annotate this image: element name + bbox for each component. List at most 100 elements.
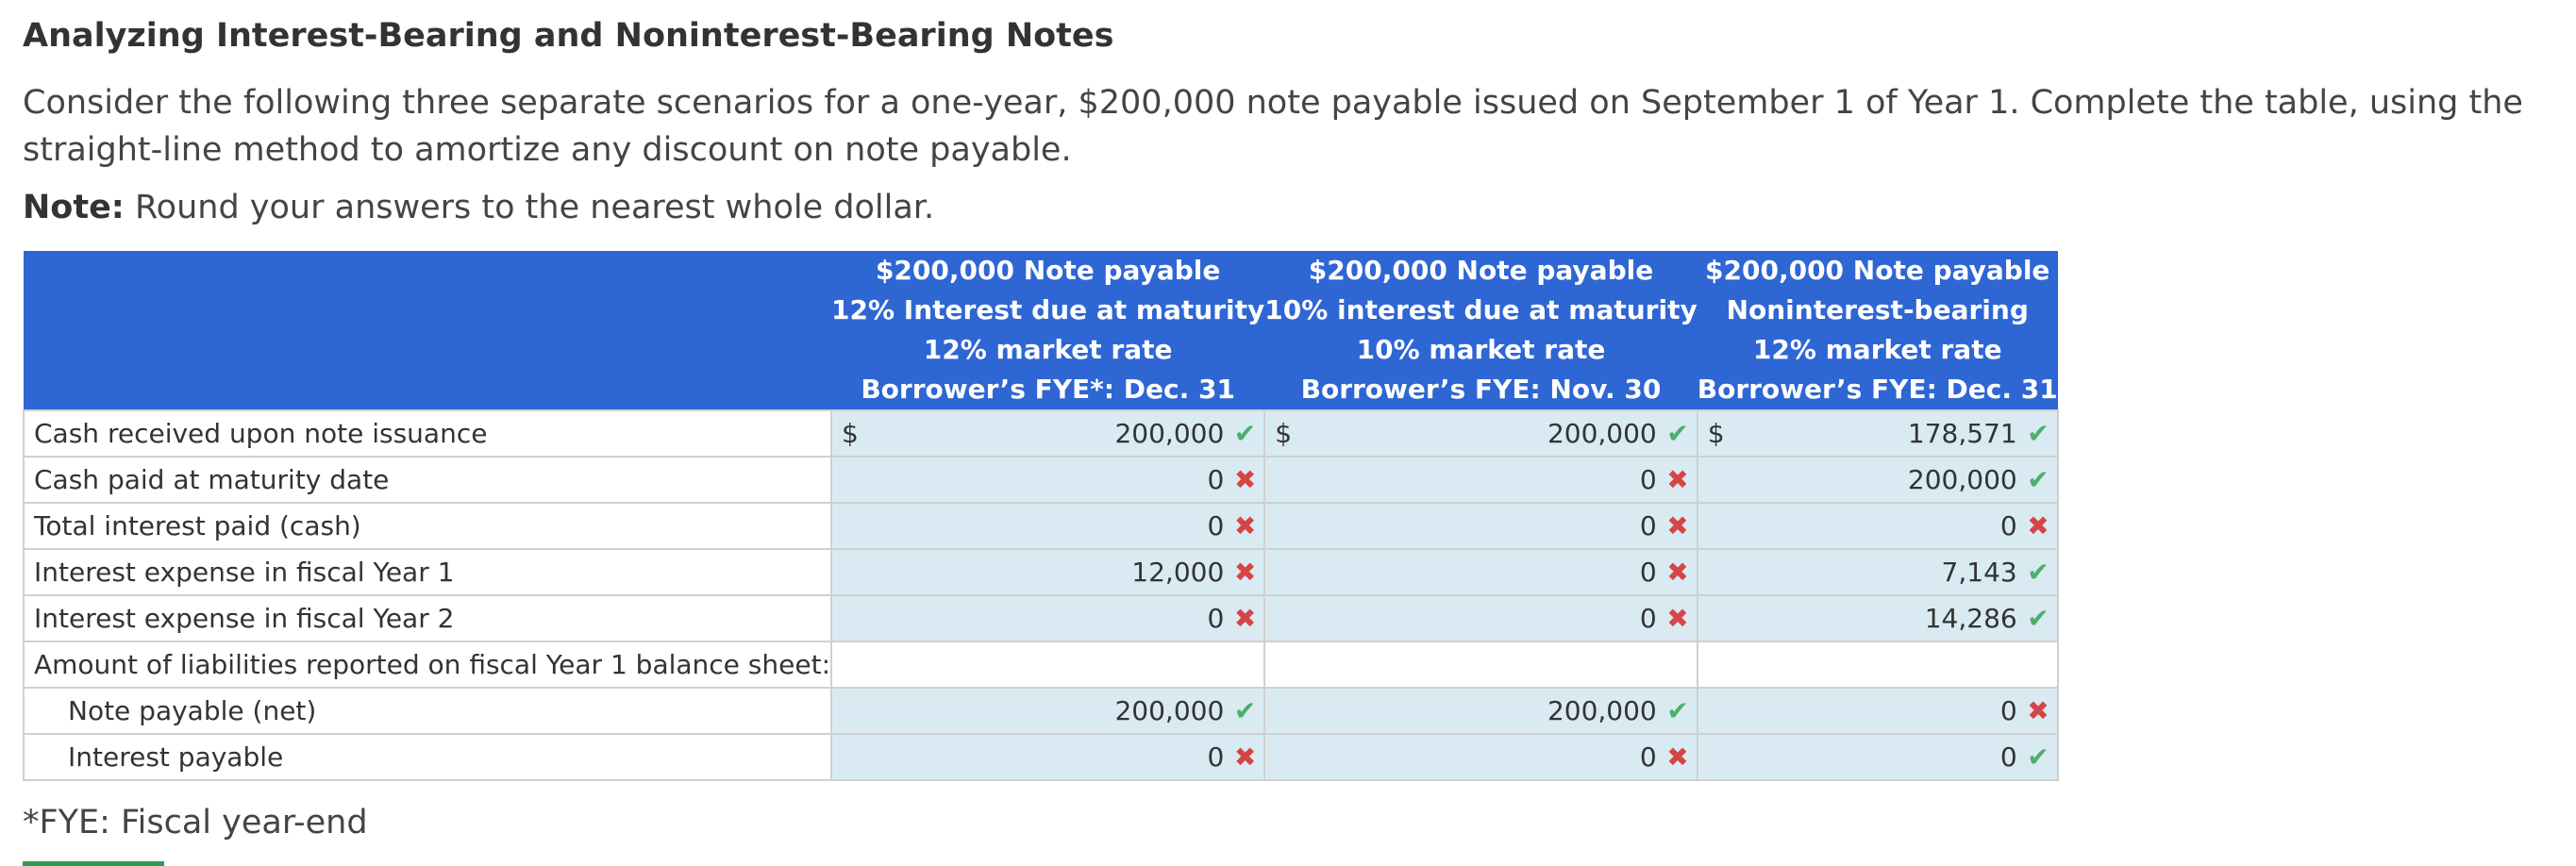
check-icon: ✔ bbox=[2027, 557, 2049, 588]
scenario-2-answer-cell[interactable]: 0 ✖ bbox=[1263, 502, 1698, 550]
column-2-line-4: Borrower’s FYE: Nov. 30 bbox=[1300, 374, 1662, 405]
scenario-2-answer-cell[interactable]: 0 ✖ bbox=[1263, 733, 1698, 781]
empty-cell bbox=[830, 641, 1266, 689]
check-icon: ✔ bbox=[1233, 695, 1257, 726]
header-label-cell bbox=[24, 251, 832, 410]
scenario-1-answer-cell[interactable]: 0 ✖ bbox=[830, 456, 1266, 504]
check-icon: ✔ bbox=[1233, 418, 1257, 449]
answer-value[interactable]: 0 bbox=[1207, 464, 1225, 495]
column-header-2: $200,000 Note payable 10% interest due a… bbox=[1264, 251, 1698, 410]
column-2-line-2: 10% interest due at maturity bbox=[1264, 294, 1698, 325]
answer-value[interactable]: 200,000 bbox=[1547, 695, 1657, 726]
answer-value[interactable]: 0 bbox=[1999, 510, 2017, 541]
answer-value[interactable]: 14,286 bbox=[1924, 603, 2017, 634]
answer-field[interactable]: 0 ✖ bbox=[832, 735, 1263, 779]
answer-value[interactable]: 0 bbox=[1639, 741, 1657, 773]
scenario-1-answer-cell[interactable]: 12,000 ✖ bbox=[830, 548, 1266, 596]
answer-field[interactable]: 0 ✖ bbox=[832, 504, 1263, 548]
scenario-3-answer-cell[interactable]: 14,286 ✔ bbox=[1696, 594, 2059, 642]
scenario-3-answer-cell[interactable]: 7,143 ✔ bbox=[1696, 548, 2059, 596]
scenario-2-answer-cell[interactable]: $200,000 ✔ bbox=[1263, 409, 1698, 458]
answer-value[interactable]: 178,571 bbox=[1907, 418, 2017, 449]
answer-value[interactable]: 7,143 bbox=[1941, 557, 2017, 588]
currency-symbol: $ bbox=[1275, 418, 1293, 449]
row-label: Interest payable bbox=[22, 733, 833, 781]
scenario-3-answer-cell[interactable]: $178,571 ✔ bbox=[1696, 409, 2059, 458]
answer-value[interactable]: 0 bbox=[1999, 741, 2017, 773]
answer-field[interactable]: 7,143 ✔ bbox=[1698, 550, 2057, 594]
answer-value[interactable]: 0 bbox=[1207, 741, 1225, 773]
column-header-1: $200,000 Note payable 12% Interest due a… bbox=[831, 251, 1265, 410]
answer-field[interactable]: 0 ✖ bbox=[1265, 550, 1696, 594]
row-label: Amount of liabilities reported on fiscal… bbox=[22, 641, 833, 689]
answer-field[interactable]: 0 ✖ bbox=[832, 458, 1263, 502]
cross-icon: ✖ bbox=[1233, 464, 1257, 495]
scenario-3-answer-cell[interactable]: 0 ✔ bbox=[1696, 733, 2059, 781]
answer-value[interactable]: 200,000 bbox=[1547, 418, 1657, 449]
column-header-3: $200,000 Note payable Noninterest-bearin… bbox=[1697, 251, 2058, 410]
scenario-2-answer-cell[interactable]: 0 ✖ bbox=[1263, 548, 1698, 596]
column-2-line-3: 10% market rate bbox=[1356, 334, 1606, 365]
cross-icon: ✖ bbox=[1233, 741, 1257, 773]
cross-icon: ✖ bbox=[1666, 510, 1689, 541]
page-title: Analyzing Interest-Bearing and Nonintere… bbox=[23, 17, 1114, 55]
answer-field[interactable]: 0 ✖ bbox=[1265, 504, 1696, 548]
note-label: Note: bbox=[23, 189, 125, 226]
answer-value[interactable]: 200,000 bbox=[1907, 464, 2017, 495]
scenario-2-answer-cell[interactable]: 0 ✖ bbox=[1263, 594, 1698, 642]
answer-field[interactable]: 0 ✖ bbox=[1265, 735, 1696, 779]
answer-value[interactable]: 0 bbox=[1639, 510, 1657, 541]
scenario-2-answer-cell[interactable]: 200,000 ✔ bbox=[1263, 687, 1698, 735]
table-row: Cash paid at maturity date 0 ✖ 0 ✖ 200,000 ✔ bbox=[22, 456, 2059, 504]
check-icon: ✔ bbox=[2027, 603, 2049, 634]
table-row: Cash received upon note issuance $200,000… bbox=[22, 409, 2059, 458]
scenario-1-answer-cell[interactable]: 200,000 ✔ bbox=[830, 687, 1266, 735]
scenario-1-answer-cell[interactable]: 0 ✖ bbox=[830, 502, 1266, 550]
answer-field[interactable]: 0 ✖ bbox=[832, 596, 1263, 641]
scenario-2-answer-cell[interactable]: 0 ✖ bbox=[1263, 456, 1698, 504]
cross-icon: ✖ bbox=[1233, 603, 1257, 634]
column-3-line-4: Borrower’s FYE: Dec. 31 bbox=[1697, 374, 2058, 405]
answer-field[interactable]: 200,000 ✔ bbox=[1698, 458, 2057, 502]
answer-value[interactable]: 0 bbox=[1999, 695, 2017, 726]
answer-value[interactable]: 0 bbox=[1207, 603, 1225, 634]
cross-icon: ✖ bbox=[1233, 557, 1257, 588]
answer-field[interactable]: 0 ✖ bbox=[1265, 596, 1696, 641]
notes-table: $200,000 Note payable 12% Interest due a… bbox=[22, 251, 2059, 781]
answer-field[interactable]: $178,571 ✔ bbox=[1698, 411, 2057, 456]
answer-value[interactable]: 200,000 bbox=[1114, 418, 1225, 449]
scenario-3-answer-cell[interactable]: 0 ✖ bbox=[1696, 502, 2059, 550]
row-label: Note payable (net) bbox=[22, 687, 833, 735]
scenario-1-answer-cell[interactable]: 0 ✖ bbox=[830, 733, 1266, 781]
answer-field[interactable]: 200,000 ✔ bbox=[832, 689, 1263, 733]
answer-field[interactable]: 0 ✔ bbox=[1698, 735, 2057, 779]
answer-value[interactable]: 0 bbox=[1207, 510, 1225, 541]
column-3-line-1: $200,000 Note payable bbox=[1705, 255, 2050, 286]
instructions-text: Consider the following three separate sc… bbox=[23, 84, 2523, 169]
answer-field[interactable]: $200,000 ✔ bbox=[832, 411, 1263, 456]
table-row: Total interest paid (cash) 0 ✖ 0 ✖ 0 ✖ bbox=[22, 502, 2059, 550]
answer-field[interactable]: 0 ✖ bbox=[1265, 458, 1696, 502]
scenario-3-answer-cell[interactable]: 0 ✖ bbox=[1696, 687, 2059, 735]
row-label: Interest expense in fiscal Year 1 bbox=[22, 548, 833, 596]
cross-icon: ✖ bbox=[1666, 603, 1689, 634]
cross-icon: ✖ bbox=[2027, 695, 2049, 726]
column-1-line-4: Borrower’s FYE*: Dec. 31 bbox=[861, 374, 1235, 405]
answer-value[interactable]: 12,000 bbox=[1131, 557, 1225, 588]
scenario-3-answer-cell[interactable]: 200,000 ✔ bbox=[1696, 456, 2059, 504]
answer-value[interactable]: 0 bbox=[1639, 464, 1657, 495]
answer-value[interactable]: 0 bbox=[1639, 557, 1657, 588]
scenario-1-answer-cell[interactable]: 0 ✖ bbox=[830, 594, 1266, 642]
table-row: Interest payable 0 ✖ 0 ✖ 0 ✔ bbox=[22, 733, 2059, 781]
answer-field[interactable]: 14,286 ✔ bbox=[1698, 596, 2057, 641]
answer-field[interactable]: 0 ✖ bbox=[1698, 504, 2057, 548]
check-answer-button[interactable] bbox=[23, 861, 164, 866]
answer-value[interactable]: 200,000 bbox=[1114, 695, 1225, 726]
check-icon: ✔ bbox=[2027, 418, 2049, 449]
answer-field[interactable]: $200,000 ✔ bbox=[1265, 411, 1696, 456]
answer-field[interactable]: 12,000 ✖ bbox=[832, 550, 1263, 594]
answer-value[interactable]: 0 bbox=[1639, 603, 1657, 634]
scenario-1-answer-cell[interactable]: $200,000 ✔ bbox=[830, 409, 1266, 458]
answer-field[interactable]: 0 ✖ bbox=[1698, 689, 2057, 733]
answer-field[interactable]: 200,000 ✔ bbox=[1265, 689, 1696, 733]
